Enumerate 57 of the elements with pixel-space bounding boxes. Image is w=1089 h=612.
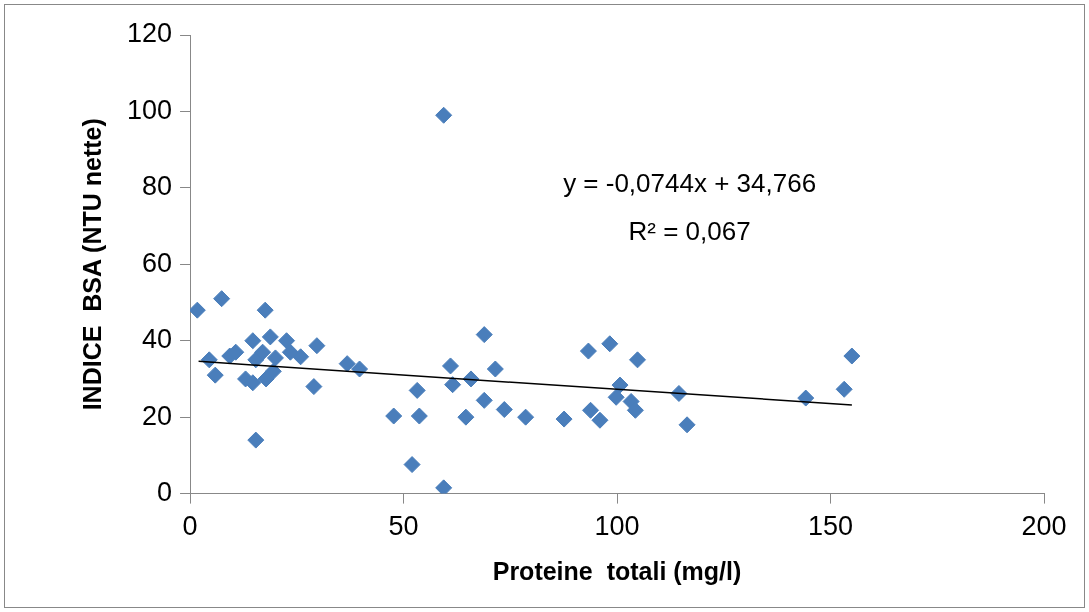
- point: [338, 355, 356, 373]
- point: [601, 335, 619, 353]
- point: [385, 407, 403, 425]
- x-tick-label: 0: [182, 511, 198, 542]
- point: [264, 362, 282, 380]
- point: [292, 348, 310, 366]
- point: [517, 408, 535, 426]
- point: [486, 360, 504, 378]
- point: [475, 326, 493, 344]
- point: [410, 407, 428, 425]
- point: [626, 401, 644, 419]
- x-tick-label: 50: [388, 511, 419, 542]
- point: [206, 366, 224, 384]
- point: [582, 401, 600, 419]
- x-tick-label: 200: [1021, 511, 1067, 542]
- point: [475, 391, 493, 409]
- point: [442, 357, 459, 375]
- point: [629, 351, 647, 369]
- x-axis-title: Proteine totali (mg/l): [492, 556, 742, 585]
- point: [579, 342, 597, 360]
- point: [843, 347, 861, 365]
- y-tick-label: 100: [126, 94, 173, 125]
- y-tick-label: 0: [157, 477, 173, 508]
- point: [457, 408, 475, 426]
- point: [444, 376, 462, 394]
- point: [591, 411, 609, 429]
- x-tick-label: 100: [594, 511, 640, 542]
- point: [213, 290, 231, 308]
- point: [435, 106, 453, 124]
- annotation: y = -0,0744x + 34,766: [563, 168, 817, 199]
- point: [495, 401, 513, 419]
- point: [308, 337, 326, 355]
- y-tick-label: 60: [142, 247, 173, 278]
- point: [247, 431, 265, 449]
- point: [678, 416, 696, 434]
- y-axis-title: INDICE BSA (NTU nette): [77, 118, 106, 411]
- point: [305, 378, 323, 396]
- point: [555, 410, 573, 428]
- y-tick-label: 40: [142, 324, 173, 355]
- point: [408, 381, 426, 399]
- point: [403, 456, 421, 474]
- annotation: R² = 0,067: [628, 216, 751, 247]
- point: [266, 349, 284, 367]
- point: [244, 332, 262, 350]
- point: [254, 343, 272, 361]
- y-tick-label: 80: [142, 171, 173, 202]
- point: [281, 343, 299, 361]
- x-tick-label: 150: [807, 511, 854, 542]
- point: [190, 301, 206, 319]
- point: [256, 301, 274, 319]
- point: [278, 332, 296, 350]
- point: [261, 328, 279, 346]
- point: [835, 380, 853, 398]
- point: [435, 479, 453, 494]
- y-tick-label: 20: [142, 400, 173, 431]
- y-tick-label: 120: [126, 18, 173, 49]
- point: [607, 388, 625, 406]
